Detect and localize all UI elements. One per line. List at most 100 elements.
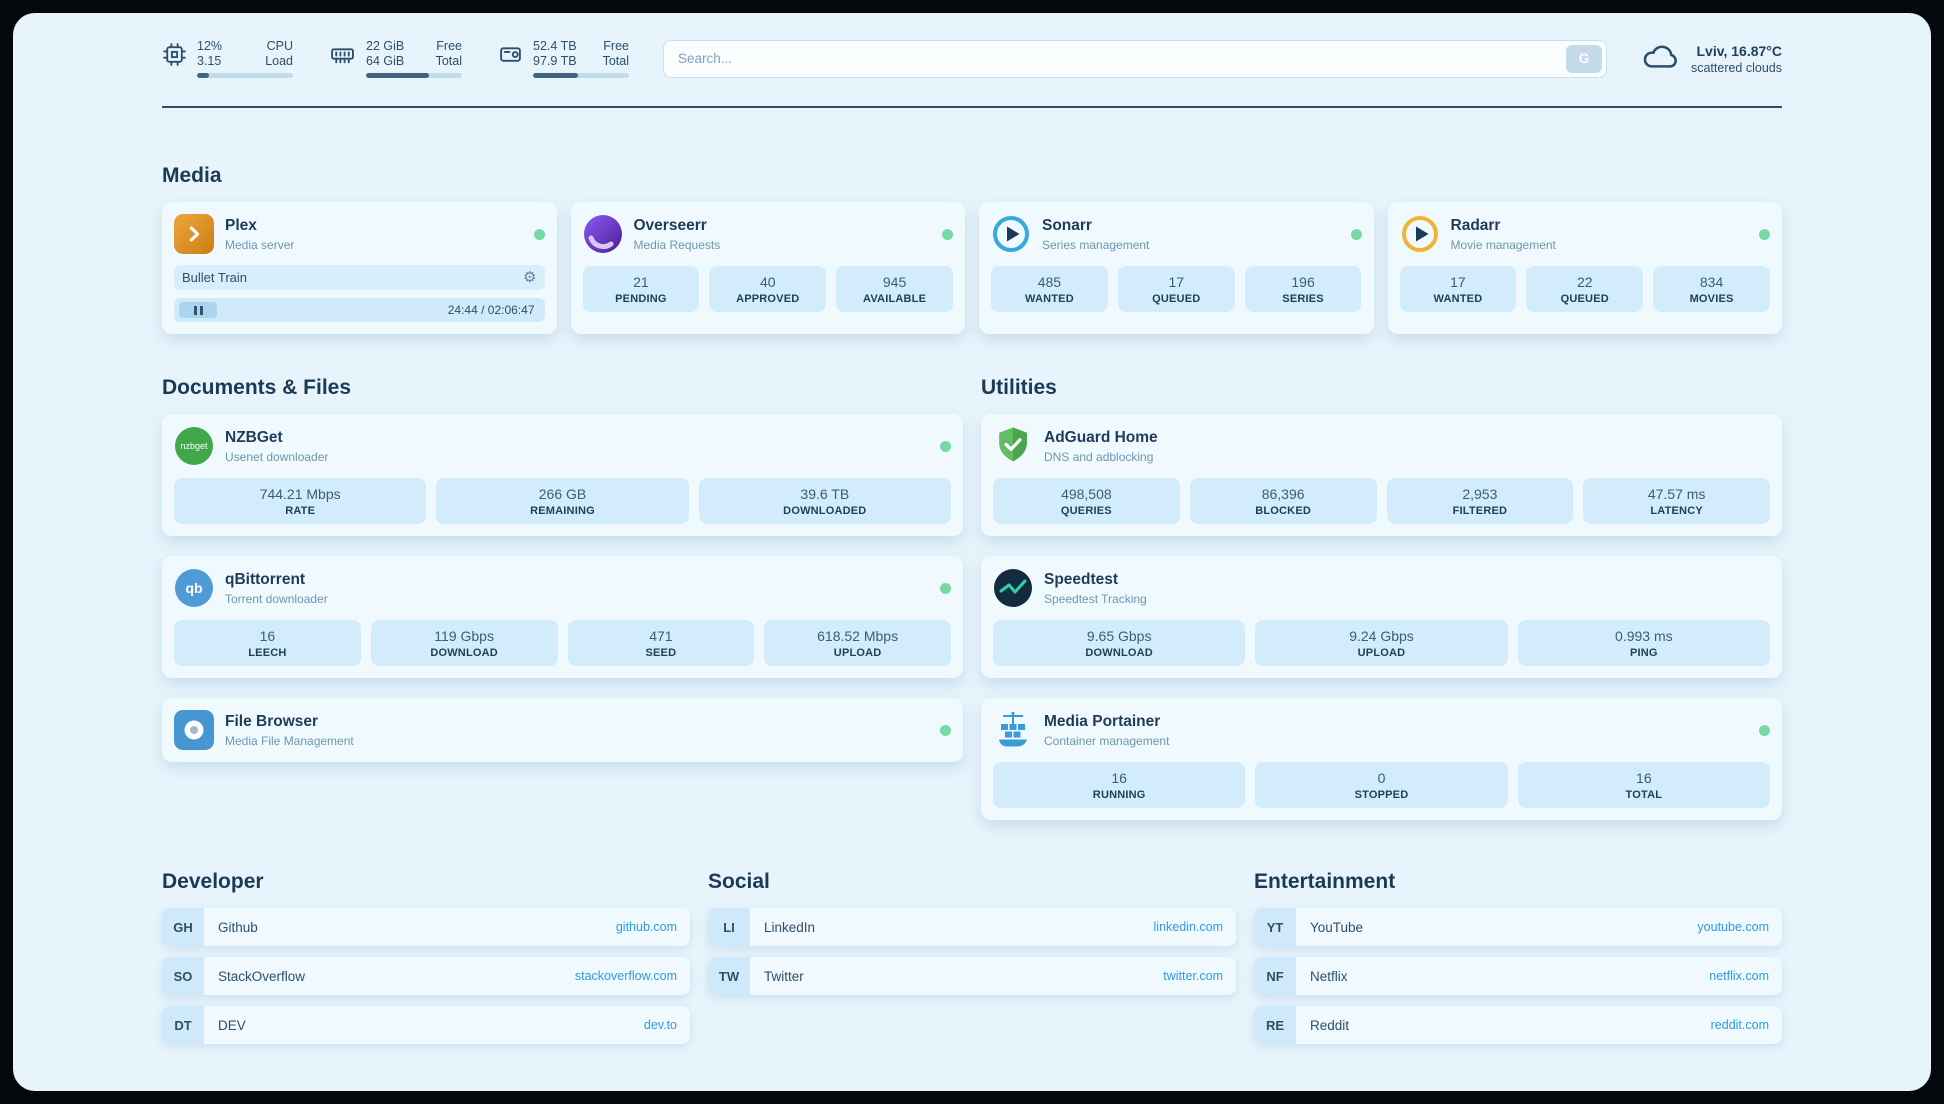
disk-free-value: 52.4 TB	[533, 39, 577, 53]
stats-row: 21 PENDING 40 APPROVED 945 AVAILABLE	[582, 266, 954, 312]
card-header: AdGuard Home DNS and adblocking	[993, 426, 1770, 466]
stat-tile: 9.24 Gbps UPLOAD	[1255, 620, 1508, 666]
bookmark-url[interactable]: twitter.com	[1163, 969, 1223, 983]
entertainment-section-title: Entertainment	[1254, 870, 1396, 893]
utilities-section-title: Utilities	[981, 376, 1057, 399]
stat-tile: 266 GB REMAINING	[436, 478, 689, 524]
card-header: File Browser Media File Management	[174, 710, 951, 750]
bookmark-abbr: RE	[1254, 1006, 1296, 1044]
bookmark-reddit[interactable]: RE Reddit reddit.com	[1254, 1006, 1782, 1044]
cpu-load-value: 3.15	[197, 54, 222, 68]
weather-location: Lviv, 16.87°C	[1696, 42, 1783, 59]
app-name: Speedtest	[1044, 570, 1119, 588]
status-dot	[533, 228, 545, 240]
bookmark-url[interactable]: youtube.com	[1697, 920, 1769, 934]
app-description: Series management	[1042, 237, 1150, 252]
cpu-usage-fill	[197, 73, 209, 78]
sonarr-card[interactable]: Sonarr Series management 485 WANTED 17 Q…	[979, 202, 1374, 334]
bookmark-abbr: LI	[708, 908, 750, 946]
filebrowser-card[interactable]: File Browser Media File Management	[162, 698, 963, 762]
bookmark-stackoverflow[interactable]: SO StackOverflow stackoverflow.com	[162, 957, 690, 995]
stat-tile: 16 TOTAL	[1517, 762, 1770, 808]
stat-tile: 485 WANTED	[991, 266, 1108, 312]
media-section-title: Media	[162, 164, 222, 187]
bookmark-name: Github	[218, 919, 258, 935]
bookmark-github[interactable]: GH Github github.com	[162, 908, 690, 946]
plex-card[interactable]: Plex Media server Bullet Train ⚙ 24:44 /…	[162, 202, 557, 334]
bookmark-url[interactable]: github.com	[615, 920, 677, 934]
stats-row: 9.65 Gbps DOWNLOAD 9.24 Gbps UPLOAD 0.99…	[993, 620, 1770, 666]
bookmark-linkedin[interactable]: LI LinkedIn linkedin.com	[708, 908, 1236, 946]
cpu-usage-value: 12%	[197, 39, 223, 53]
sonarr-icon	[991, 214, 1031, 254]
pause-button[interactable]	[179, 302, 217, 318]
bookmark-url[interactable]: netflix.com	[1709, 969, 1769, 983]
disk-usage-fill	[533, 73, 579, 78]
bookmark-dev[interactable]: DT DEV dev.to	[162, 1006, 690, 1044]
media-section: Media Plex Media server	[162, 164, 1782, 334]
app-description: DNS and adblocking	[1044, 449, 1154, 464]
search-input[interactable]	[663, 39, 1607, 78]
now-playing-title: Bullet Train	[182, 270, 248, 285]
gear-icon[interactable]: ⚙	[523, 269, 537, 286]
bookmark-abbr: YT	[1254, 908, 1296, 946]
bookmark-url[interactable]: stackoverflow.com	[574, 969, 677, 983]
bookmark-netflix[interactable]: NF Netflix netflix.com	[1254, 957, 1782, 995]
playback-progress-bar[interactable]: 24:44 / 02:06:47	[174, 298, 545, 322]
bookmark-name: YouTube	[1310, 919, 1364, 935]
overseerr-card[interactable]: Overseerr Media Requests 21 PENDING 40 A…	[570, 202, 965, 334]
cpu-icon	[162, 42, 187, 72]
stat-tile: 17 WANTED	[1399, 266, 1517, 312]
adguard-icon	[993, 426, 1033, 466]
nzbget-icon: nzbget	[174, 426, 214, 466]
app-description: Container management	[1044, 733, 1170, 748]
social-section-title: Social	[708, 870, 770, 893]
app-description: Usenet downloader	[225, 449, 329, 464]
app-description: Media server	[225, 237, 295, 252]
bookmark-twitter[interactable]: TW Twitter twitter.com	[708, 957, 1236, 995]
adguard-card[interactable]: AdGuard Home DNS and adblocking 498,508 …	[981, 414, 1782, 536]
card-header: qb qBittorrent Torrent downloader	[174, 568, 951, 608]
documents-section: Documents & Files nzbget	[162, 376, 963, 820]
memory-icon	[329, 42, 356, 72]
bookmark-url[interactable]: dev.to	[643, 1018, 677, 1032]
utilities-section: Utilities	[981, 376, 1782, 820]
memory-free-label: Free	[436, 39, 462, 53]
status-dot	[1350, 228, 1362, 240]
bookmark-name: DEV	[218, 1017, 246, 1033]
speedtest-card[interactable]: Speedtest Speedtest Tracking 9.65 Gbps D…	[981, 556, 1782, 678]
bookmark-abbr: SO	[162, 957, 204, 995]
card-header: Sonarr Series management	[991, 214, 1362, 254]
bookmark-url[interactable]: reddit.com	[1710, 1018, 1769, 1032]
radarr-card[interactable]: Radarr Movie management 17 WANTED 22 QUE…	[1387, 202, 1782, 334]
stat-tile: 22 QUEUED	[1526, 266, 1644, 312]
stat-tile: 16 RUNNING	[993, 762, 1246, 808]
stat-tile: 119 Gbps DOWNLOAD	[370, 620, 558, 666]
app-description: Speedtest Tracking	[1044, 591, 1147, 606]
status-dot	[940, 582, 951, 594]
search-bar: G	[663, 39, 1607, 78]
portainer-card[interactable]: Media Portainer Container management 16 …	[981, 698, 1782, 820]
disk-total-label: Total	[602, 54, 629, 68]
bookmark-url[interactable]: linkedin.com	[1153, 920, 1223, 934]
stat-tile: 945 AVAILABLE	[836, 266, 953, 312]
app-description: Movie management	[1450, 237, 1556, 252]
qbittorrent-icon: qb	[174, 568, 214, 608]
stat-tile: 39.6 TB DOWNLOADED	[698, 478, 951, 524]
card-header: Plex Media server	[174, 214, 545, 254]
bookmark-abbr: TW	[708, 957, 750, 995]
card-header: Speedtest Speedtest Tracking	[993, 568, 1770, 608]
memory-monitor: 22 GiB Free 64 GiB Total	[329, 39, 462, 78]
nzbget-card[interactable]: nzbget NZBGet Usenet downloader 74	[162, 414, 963, 536]
weather-widget[interactable]: Lviv, 16.87°C scattered clouds	[1641, 40, 1782, 77]
bookmark-youtube[interactable]: YT YouTube youtube.com	[1254, 908, 1782, 946]
header-divider	[162, 106, 1782, 108]
app-name: Overseerr	[633, 216, 707, 234]
stat-tile: 86,396 BLOCKED	[1189, 478, 1377, 524]
cpu-load-label: Load	[265, 54, 293, 68]
qbittorrent-card[interactable]: qb qBittorrent Torrent downloader	[162, 556, 963, 678]
search-engine-button[interactable]: G	[1565, 44, 1602, 73]
disk-monitor: 52.4 TB Free 97.9 TB Total	[498, 39, 629, 78]
app-name: Media Portainer	[1044, 712, 1161, 730]
stats-row: 485 WANTED 17 QUEUED 196 SERIES	[991, 266, 1362, 312]
